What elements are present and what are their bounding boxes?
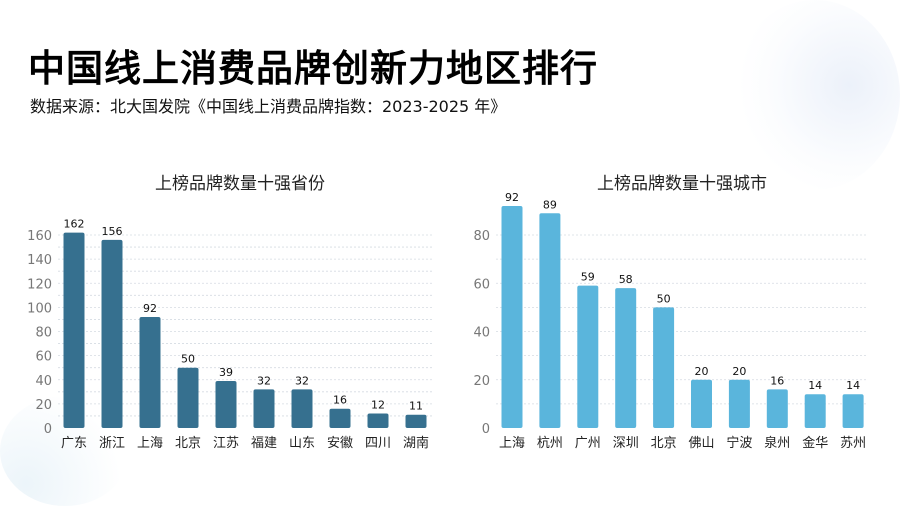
bar-深圳 [615, 288, 637, 428]
y-tick-label: 20 [473, 374, 490, 389]
bar-浙江 [101, 239, 123, 428]
y-tick-label: 40 [35, 374, 52, 389]
data-label: 50 [657, 292, 671, 305]
data-label: 58 [619, 273, 633, 286]
data-label: 32 [295, 374, 309, 387]
data-label: 12 [371, 399, 385, 412]
bar-上海 [501, 206, 523, 428]
bar-福建 [253, 389, 275, 428]
y-tick-label: 40 [473, 326, 490, 341]
data-label: 92 [143, 302, 157, 315]
y-tick-label: 120 [27, 277, 52, 292]
page-title: 中国线上消费品牌创新力地区排行 [28, 47, 598, 90]
chart-title: 上榜品牌数量十强城市 [597, 174, 767, 194]
x-tick-label: 泉州 [764, 435, 790, 451]
x-tick-label: 湖南 [403, 435, 429, 451]
bar-广东 [63, 232, 85, 428]
bar-宁波 [728, 379, 750, 428]
x-tick-label: 深圳 [613, 436, 639, 451]
data-source: 数据来源：北大国发院《中国线上消费品牌指数：2023-2025 年》 [30, 97, 507, 116]
x-tick-label: 广东 [61, 436, 87, 451]
bar-泉州 [766, 389, 788, 428]
x-tick-label: 北京 [651, 436, 677, 451]
data-label: 14 [846, 379, 860, 392]
bar-北京 [177, 367, 199, 428]
x-tick-label: 四川 [365, 436, 391, 451]
y-tick-label: 80 [35, 326, 52, 341]
y-tick-label: 140 [27, 253, 52, 268]
x-tick-label: 江苏 [213, 435, 239, 451]
x-tick-label: 安徽 [327, 436, 353, 451]
bar-苏州 [842, 394, 864, 428]
chart-title: 上榜品牌数量十强省份 [155, 174, 325, 194]
y-tick-label: 60 [35, 350, 52, 365]
bar-江苏 [215, 380, 237, 428]
bar-金华 [804, 394, 826, 428]
x-tick-label: 浙江 [99, 436, 125, 451]
x-tick-label: 苏州 [840, 435, 866, 451]
bar-北京 [653, 307, 675, 428]
bar-广州 [577, 285, 599, 428]
y-tick-label: 60 [473, 277, 490, 292]
bar-湖南 [405, 414, 427, 428]
x-tick-label: 金华 [802, 435, 828, 451]
data-label: 89 [543, 198, 557, 211]
x-tick-label: 上海 [499, 436, 525, 451]
y-tick-label: 80 [473, 229, 490, 244]
x-tick-label: 山东 [289, 436, 315, 451]
bar-安徽 [329, 408, 351, 428]
y-tick-label: 0 [482, 422, 490, 437]
data-label: 14 [808, 379, 822, 392]
data-label: 59 [581, 271, 595, 284]
x-tick-label: 上海 [137, 436, 163, 451]
bar-山东 [291, 389, 313, 428]
data-label: 92 [505, 191, 519, 204]
data-label: 156 [102, 225, 123, 238]
x-tick-label: 杭州 [537, 436, 563, 451]
y-tick-label: 0 [44, 422, 52, 437]
bar-上海 [139, 317, 161, 428]
data-label: 20 [732, 365, 746, 378]
data-label: 16 [333, 394, 347, 407]
x-tick-label: 宁波 [726, 435, 752, 451]
x-tick-label: 北京 [175, 436, 201, 451]
x-tick-label: 福建 [251, 436, 277, 451]
data-label: 39 [219, 366, 233, 379]
y-tick-label: 100 [27, 301, 52, 316]
x-tick-label: 佛山 [688, 436, 714, 451]
data-label: 16 [770, 374, 784, 387]
y-tick-label: 20 [35, 398, 52, 413]
data-label: 20 [695, 365, 709, 378]
data-label: 11 [409, 400, 423, 413]
bar-杭州 [539, 213, 561, 428]
y-tick-label: 160 [27, 229, 52, 244]
data-label: 32 [257, 374, 271, 387]
x-tick-label: 广州 [575, 436, 601, 451]
data-label: 50 [181, 353, 195, 366]
bar-佛山 [691, 379, 712, 428]
bar-四川 [367, 413, 389, 428]
data-label: 162 [64, 218, 85, 231]
